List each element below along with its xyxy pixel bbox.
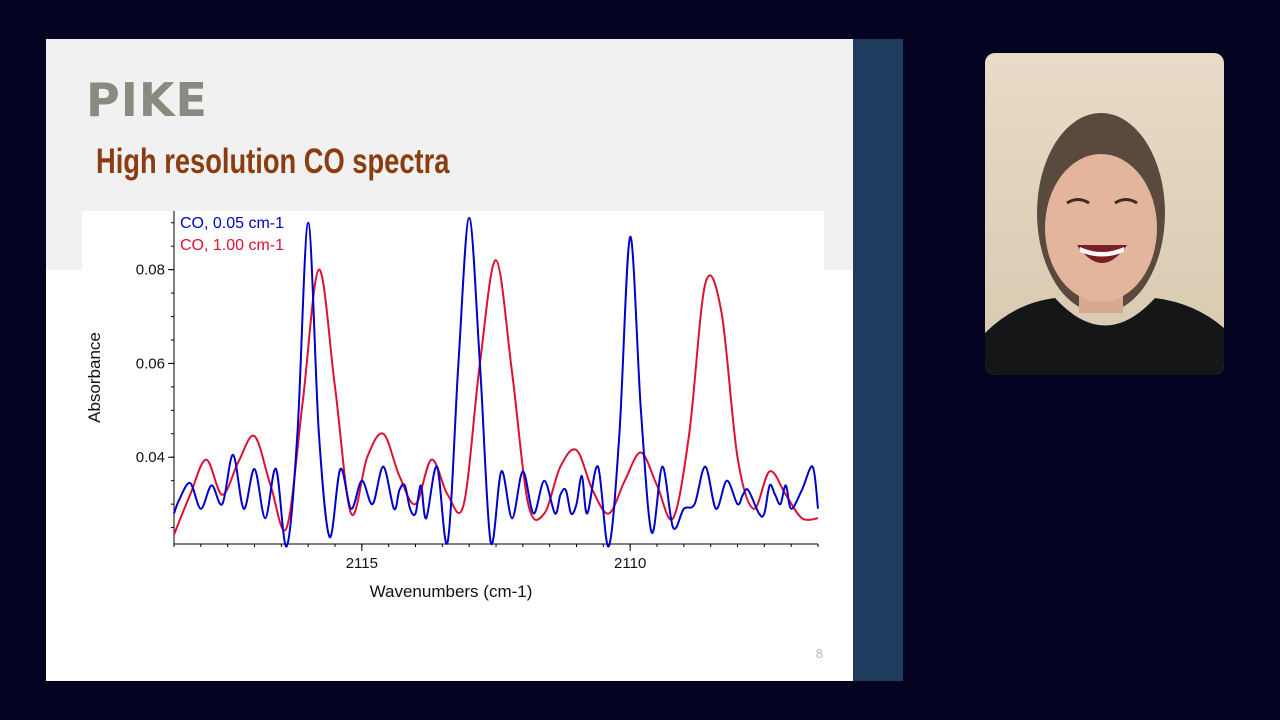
slide-title: High resolution CO spectra — [96, 142, 450, 181]
page-number: 8 — [815, 646, 823, 661]
spectra-chart: 0.04 0.06 0.08 2115 2110 Wavenumbers (cm-1) Ab… — [82, 211, 824, 621]
presenter-video-icon — [985, 113, 1224, 375]
x-tick-label: 2110 — [614, 555, 646, 572]
series-line-low-res — [173, 259, 819, 535]
presentation-slide: PIKE High resolution CO spectra 0.04 0.06… — [46, 39, 853, 681]
legend-entry: CO, 0.05 cm-1 — [180, 215, 284, 232]
pike-logo: PIKE — [86, 73, 208, 127]
chart-svg: 0.04 0.06 0.08 2115 2110 Wavenumbers (cm-1) Ab… — [85, 211, 819, 601]
legend-entry: CO, 1.00 cm-1 — [180, 237, 284, 254]
x-tick-label: 2115 — [346, 555, 378, 572]
presenter-webcam — [985, 53, 1224, 375]
y-axis-title: Absorbance — [85, 332, 104, 423]
y-tick-label: 0.06 — [136, 355, 165, 372]
y-tick-label: 0.04 — [136, 449, 165, 466]
slide-side-stripe — [853, 39, 903, 681]
x-axis-title: Wavenumbers (cm-1) — [370, 582, 533, 601]
y-tick-label: 0.08 — [136, 262, 165, 279]
series-line-high-res — [173, 217, 819, 548]
